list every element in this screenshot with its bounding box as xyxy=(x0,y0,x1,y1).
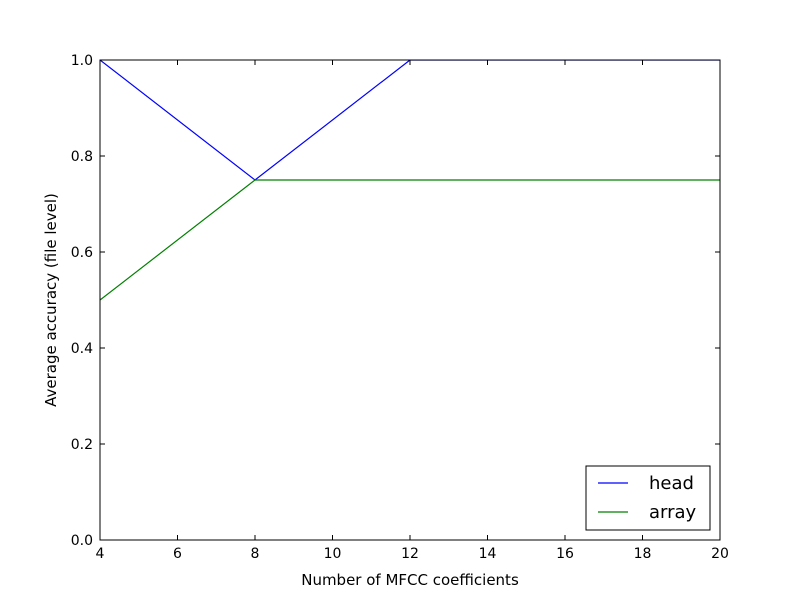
series-line-array xyxy=(100,179,720,301)
x-tick-label: 12 xyxy=(401,546,419,562)
x-axis-label: Number of MFCC coefficients xyxy=(301,571,519,589)
x-tick-label: 8 xyxy=(251,546,260,562)
x-tick-label: 20 xyxy=(711,546,729,562)
x-tick-label: 4 xyxy=(96,546,105,562)
legend: head array xyxy=(585,465,711,531)
y-tick-label: 0.4 xyxy=(71,341,93,357)
plot-frame xyxy=(99,59,721,541)
x-tick-label: 10 xyxy=(324,546,342,562)
y-tick-label: 0.2 xyxy=(71,437,93,453)
legend-box xyxy=(585,465,711,531)
y-tick-label: 0.6 xyxy=(71,245,93,261)
series-line-head xyxy=(100,60,720,181)
tick-layer: 4 6 8 10 12 14 16 18 20 0.0 0.2 0.4 0.6 0.8 1.0 xyxy=(71,53,729,562)
legend-label-head: head xyxy=(649,473,694,494)
series-layer xyxy=(100,60,720,301)
y-tick-label: 1.0 xyxy=(71,53,93,69)
x-tick-label: 14 xyxy=(479,546,497,562)
x-tick-label: 6 xyxy=(173,546,182,562)
legend-label-array: array xyxy=(649,502,697,523)
x-tick-label: 16 xyxy=(556,546,574,562)
y-tick-label: 0.8 xyxy=(71,149,93,165)
y-axis-label: Average accuracy (file level) xyxy=(42,193,60,407)
x-tick-label: 18 xyxy=(634,546,652,562)
y-tick-label: 0.0 xyxy=(71,533,93,549)
